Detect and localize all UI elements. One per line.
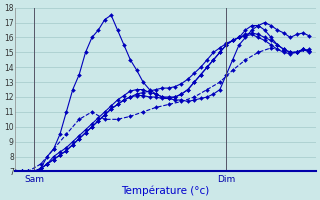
- Text: Dim: Dim: [217, 175, 236, 184]
- Text: Sam: Sam: [24, 175, 44, 184]
- X-axis label: Température (°c): Température (°c): [121, 185, 210, 196]
